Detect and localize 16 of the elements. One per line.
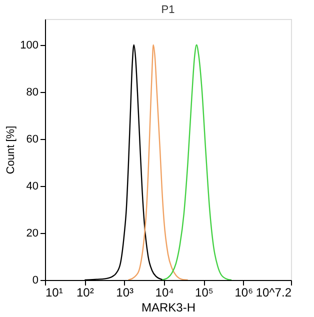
x-tick-label: 10³ <box>116 286 134 300</box>
x-tick-label: 10⁶ <box>234 286 254 300</box>
x-tick-label: 10⁵ <box>195 286 214 300</box>
x-axis-title: MARK3-H <box>141 300 196 314</box>
x-tick-label: 10^7.2 <box>256 286 292 300</box>
y-tick-label: 100 <box>20 39 38 52</box>
x-tick-label: 10⁴ <box>155 286 174 300</box>
chart-title: P1 <box>161 4 175 16</box>
x-tick-label: 10² <box>76 286 94 300</box>
y-tick-label: 60 <box>26 133 38 146</box>
y-tick-label: 40 <box>26 180 38 192</box>
y-tick-label: 0 <box>32 274 38 286</box>
y-axis-title: Count [%] <box>5 126 18 174</box>
y-tick-label: 20 <box>26 227 38 240</box>
y-tick-label: 80 <box>26 86 38 98</box>
x-tick-label: 10¹ <box>46 286 63 300</box>
